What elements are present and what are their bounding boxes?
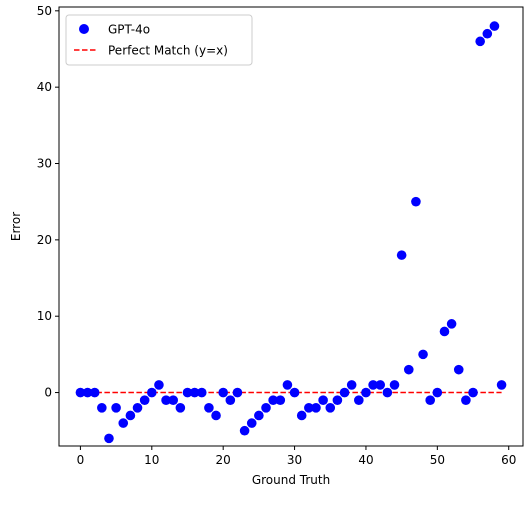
y-tick-label: 40 xyxy=(37,80,52,94)
y-tick-label: 0 xyxy=(44,386,52,400)
axes-frame xyxy=(58,6,524,447)
data-point xyxy=(368,380,378,390)
data-point xyxy=(418,349,428,360)
data-point xyxy=(389,380,400,390)
data-point xyxy=(175,403,186,413)
x-tick-label: 0 xyxy=(77,453,85,467)
data-point xyxy=(346,380,357,390)
data-point xyxy=(154,380,164,390)
y-tick-label: 20 xyxy=(37,233,52,247)
data-point xyxy=(218,387,228,398)
data-point xyxy=(118,418,129,428)
data-points-layer xyxy=(75,21,507,444)
data-point xyxy=(132,403,143,413)
data-point xyxy=(75,387,86,398)
legend-label-perfect-match: Perfect Match (y=x) xyxy=(108,44,228,58)
data-point xyxy=(282,380,293,390)
data-point xyxy=(97,403,107,413)
x-tick-label: 40 xyxy=(358,453,373,467)
data-point xyxy=(225,395,236,405)
data-point xyxy=(289,387,300,398)
data-point xyxy=(211,410,221,421)
data-point xyxy=(425,395,436,405)
data-point xyxy=(246,418,257,428)
y-tick-label: 30 xyxy=(37,157,52,171)
data-point xyxy=(453,364,464,375)
data-point xyxy=(232,387,243,398)
data-point xyxy=(318,395,328,405)
data-point xyxy=(82,387,93,398)
data-point xyxy=(396,250,407,260)
x-tick-label: 30 xyxy=(287,453,302,467)
legend-box xyxy=(65,14,253,66)
data-point xyxy=(261,403,271,413)
data-point xyxy=(439,326,450,337)
data-point xyxy=(411,196,421,207)
plot-area xyxy=(75,21,507,444)
data-point xyxy=(361,387,371,398)
data-point xyxy=(168,395,179,405)
data-point xyxy=(104,433,114,444)
data-point xyxy=(332,395,343,405)
x-tick-label: 50 xyxy=(430,453,445,467)
data-point xyxy=(125,410,136,421)
data-point xyxy=(432,387,443,398)
data-point xyxy=(489,21,500,31)
x-axis-ticks: 0 10 20 30 40 50 60 xyxy=(77,446,516,467)
data-point xyxy=(325,403,336,413)
data-point xyxy=(461,395,471,405)
x-tick-label: 60 xyxy=(501,453,516,467)
legend-marker-gpt-4o xyxy=(79,24,89,34)
y-axis-label: Error xyxy=(9,212,23,241)
x-tick-label: 10 xyxy=(144,453,159,467)
y-tick-label: 50 xyxy=(37,4,52,18)
data-point xyxy=(182,387,193,398)
data-point xyxy=(403,364,414,375)
x-axis-label: Ground Truth xyxy=(252,473,330,487)
data-point xyxy=(482,28,493,39)
data-point xyxy=(339,387,350,398)
x-tick-label: 20 xyxy=(216,453,231,467)
legend-label-gpt-4o: GPT-4o xyxy=(108,23,150,37)
data-point xyxy=(196,387,207,398)
data-point xyxy=(111,403,121,413)
data-point xyxy=(296,410,307,421)
data-point xyxy=(475,36,485,47)
data-point xyxy=(147,387,157,398)
data-point xyxy=(468,387,478,398)
data-point xyxy=(189,387,200,398)
data-point xyxy=(204,403,214,413)
data-point xyxy=(275,395,286,405)
data-point xyxy=(89,387,100,398)
data-point xyxy=(496,380,507,390)
data-point xyxy=(354,395,364,405)
data-point xyxy=(446,319,457,329)
data-point xyxy=(161,395,171,405)
legend: GPT-4o Perfect Match (y=x) xyxy=(65,14,253,66)
data-point xyxy=(375,380,386,390)
data-point xyxy=(239,425,250,436)
data-point xyxy=(268,395,278,405)
data-point xyxy=(311,403,321,413)
data-point xyxy=(254,410,264,421)
y-axis-ticks: 0 10 20 30 40 50 xyxy=(37,4,59,400)
data-point xyxy=(382,387,393,398)
y-tick-label: 10 xyxy=(37,309,52,323)
data-point xyxy=(139,395,150,405)
data-point xyxy=(304,403,314,413)
